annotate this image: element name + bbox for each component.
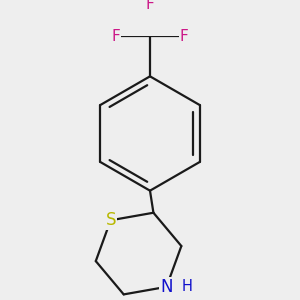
Text: F: F [146, 0, 154, 12]
Text: N: N [160, 278, 173, 296]
Text: F: F [180, 29, 189, 44]
Text: H: H [182, 279, 193, 294]
Text: S: S [105, 211, 116, 229]
Text: F: F [111, 29, 120, 44]
